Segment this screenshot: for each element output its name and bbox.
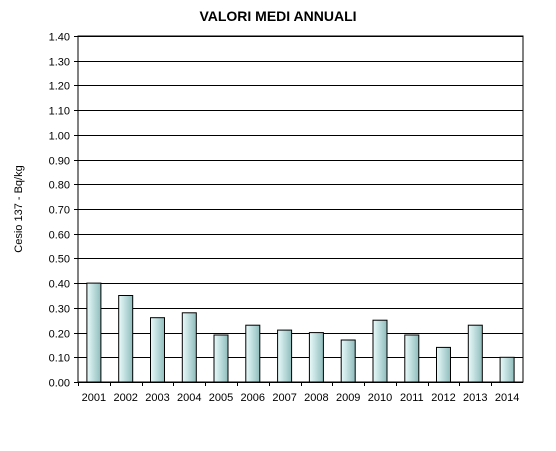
x-tick-label: 2005 — [209, 392, 233, 404]
y-tick-label: 0.60 — [49, 230, 70, 242]
y-tick-label: 1.30 — [49, 57, 70, 69]
bars — [86, 282, 515, 383]
bar-2011 — [404, 334, 420, 383]
y-tick-label: 1.00 — [49, 131, 70, 143]
bar-2010 — [372, 319, 388, 383]
x-tick-label: 2007 — [272, 392, 296, 404]
chart-title: VALORI MEDI ANNUALI — [199, 8, 356, 24]
bar-2008 — [308, 332, 324, 383]
bar-2006 — [245, 324, 261, 383]
bar-2002 — [118, 295, 134, 383]
y-tick-label: 1.10 — [49, 106, 70, 118]
grid-lines — [78, 36, 523, 383]
y-tick-label: 0.30 — [49, 304, 70, 316]
y-tick-label: 0.20 — [49, 329, 70, 341]
bar-2012 — [436, 346, 451, 383]
bar-2009 — [340, 339, 356, 383]
bar-2004 — [181, 312, 197, 383]
y-tick-label: 0.90 — [49, 156, 70, 168]
x-tick-label: 2003 — [145, 392, 169, 404]
x-tick-label: 2012 — [431, 392, 455, 404]
y-tick-label: 0.50 — [49, 254, 70, 266]
y-axis-ticks: 0.00 0.10 0.20 0.30 0.40 0.50 0.60 0.70 0.80 0.90… — [49, 32, 78, 390]
x-tick-label: 2011 — [400, 392, 424, 404]
y-tick-label: 1.20 — [49, 81, 70, 93]
y-tick-label: 0.40 — [49, 279, 70, 291]
x-tick-label: 2008 — [304, 392, 328, 404]
y-tick-label: 0.00 — [49, 378, 70, 390]
bar-2003 — [150, 317, 165, 383]
y-tick-label: 0.80 — [49, 180, 70, 192]
bar-2001 — [86, 282, 102, 383]
bar-2005 — [213, 334, 229, 383]
x-tick-label: 2014 — [495, 392, 519, 404]
x-tick-label: 2006 — [241, 392, 265, 404]
y-axis-label: Cesio 137 - Bq/kg — [13, 165, 25, 252]
x-tick-label: 2009 — [336, 392, 360, 404]
x-tick-label: 2002 — [113, 392, 137, 404]
x-axis-ticks: 2001 2002 2003 2004 2005 2006 2007 2008 2009 2010… — [78, 382, 519, 404]
bar-2013 — [467, 324, 483, 383]
y-tick-label: 0.10 — [49, 353, 70, 365]
x-tick-label: 2013 — [463, 392, 487, 404]
x-tick-label: 2004 — [177, 392, 201, 404]
bar-2007 — [277, 329, 293, 383]
x-tick-label: 2001 — [82, 392, 106, 404]
x-tick-label: 2010 — [368, 392, 392, 404]
y-tick-label: 1.40 — [49, 32, 70, 44]
y-tick-label: 0.70 — [49, 205, 70, 217]
bar-2014 — [499, 356, 515, 383]
